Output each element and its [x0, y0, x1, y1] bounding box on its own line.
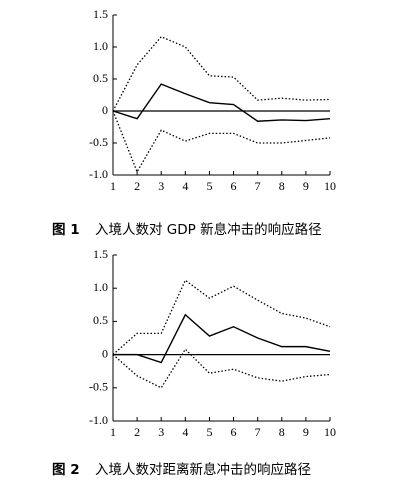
y-tick-label: -0.5 [89, 380, 108, 394]
y-tick-label: 0.5 [93, 71, 108, 85]
caption-label: 图 2 [52, 462, 80, 478]
y-tick-label: -1.0 [89, 167, 108, 181]
x-tick-label: 7 [255, 179, 261, 193]
y-tick-label: 1.0 [93, 39, 108, 53]
x-tick-label: 3 [158, 425, 164, 439]
caption: 入境人数对 GDP 新息冲击的响应路径 [95, 221, 322, 238]
x-tick-label: 5 [206, 425, 212, 439]
series-line [112, 279, 331, 356]
series-line [112, 348, 331, 389]
x-tick-label: 1 [110, 179, 116, 193]
y-tick-label: 1.5 [93, 7, 108, 21]
x-tick-label: 2 [134, 179, 140, 193]
y-tick-label: -0.5 [89, 135, 108, 149]
x-tick-label: 8 [279, 425, 285, 439]
x-tick-label: 8 [279, 179, 285, 193]
series-line [113, 313, 331, 364]
x-tick-label: 9 [303, 179, 309, 193]
x-tick-label: 4 [182, 179, 188, 193]
y-tick-label: -1.0 [89, 413, 108, 427]
y-tick-label: 1.0 [93, 280, 108, 294]
x-tick-label: 6 [231, 179, 237, 193]
caption: 入境人数对距离新息冲击的响应路径 [95, 461, 311, 478]
x-tick-label: 10 [324, 425, 336, 439]
x-tick-label: 10 [324, 179, 336, 193]
y-tick-label: 0 [102, 103, 108, 117]
y-tick-label: 0.5 [93, 313, 108, 327]
x-tick-label: 2 [134, 425, 140, 439]
x-tick-label: 7 [255, 425, 261, 439]
x-tick-label: 5 [206, 179, 212, 193]
y-tick-label: 0 [102, 346, 108, 360]
x-tick-label: 1 [110, 425, 116, 439]
y-tick-label: 1.5 [93, 247, 108, 261]
series-line [112, 35, 331, 112]
x-tick-label: 9 [303, 425, 309, 439]
caption-label: 图 1 [52, 222, 80, 238]
x-tick-label: 3 [158, 179, 164, 193]
series-line [112, 83, 331, 122]
x-tick-label: 4 [182, 425, 188, 439]
x-tick-label: 6 [231, 425, 237, 439]
